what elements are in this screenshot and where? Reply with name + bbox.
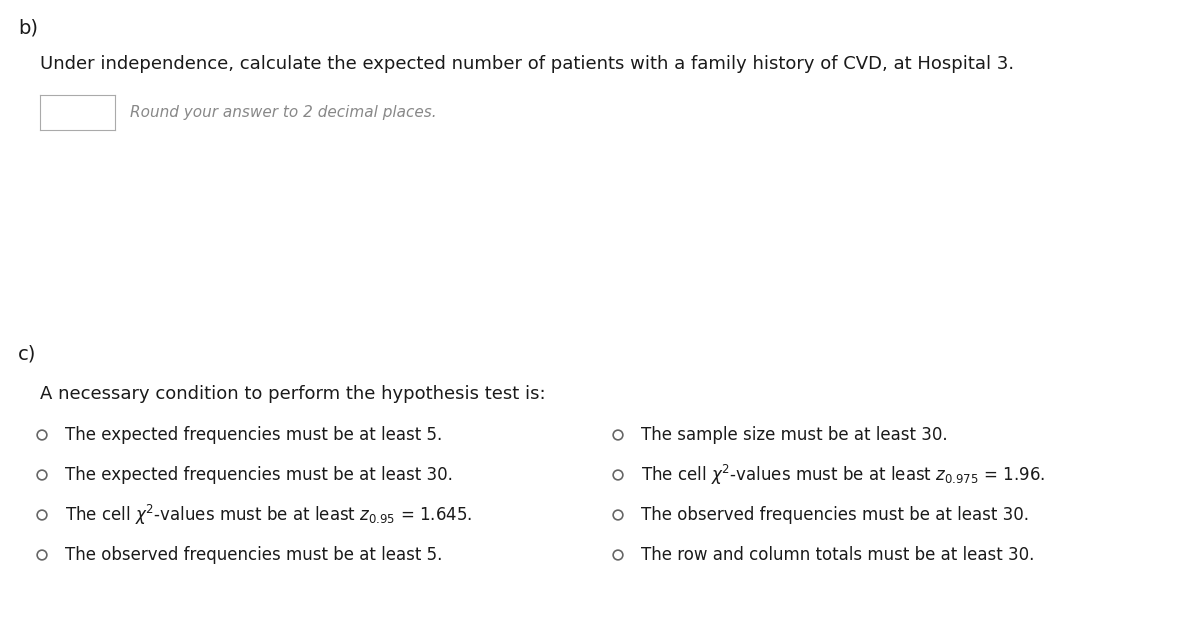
Text: A necessary condition to perform the hypothesis test is:: A necessary condition to perform the hyp… <box>40 385 546 403</box>
Text: The sample size must be at least 30.: The sample size must be at least 30. <box>641 426 948 444</box>
Text: The observed frequencies must be at least 30.: The observed frequencies must be at leas… <box>641 506 1030 524</box>
Text: The expected frequencies must be at least 30.: The expected frequencies must be at leas… <box>65 466 452 484</box>
Text: The cell $\chi^2$-values must be at least $z_{0.95}$ = 1.645.: The cell $\chi^2$-values must be at leas… <box>65 503 473 527</box>
Text: Round your answer to 2 decimal places.: Round your answer to 2 decimal places. <box>130 105 437 119</box>
Text: Under independence, calculate the expected number of patients with a family hist: Under independence, calculate the expect… <box>40 55 1014 73</box>
Text: The expected frequencies must be at least 5.: The expected frequencies must be at leas… <box>65 426 443 444</box>
Text: c): c) <box>18 345 36 364</box>
Text: The row and column totals must be at least 30.: The row and column totals must be at lea… <box>641 546 1034 564</box>
Text: b): b) <box>18 18 38 37</box>
Text: The cell $\chi^2$-values must be at least $z_{0.975}$ = 1.96.: The cell $\chi^2$-values must be at leas… <box>641 463 1045 487</box>
Text: The observed frequencies must be at least 5.: The observed frequencies must be at leas… <box>65 546 443 564</box>
